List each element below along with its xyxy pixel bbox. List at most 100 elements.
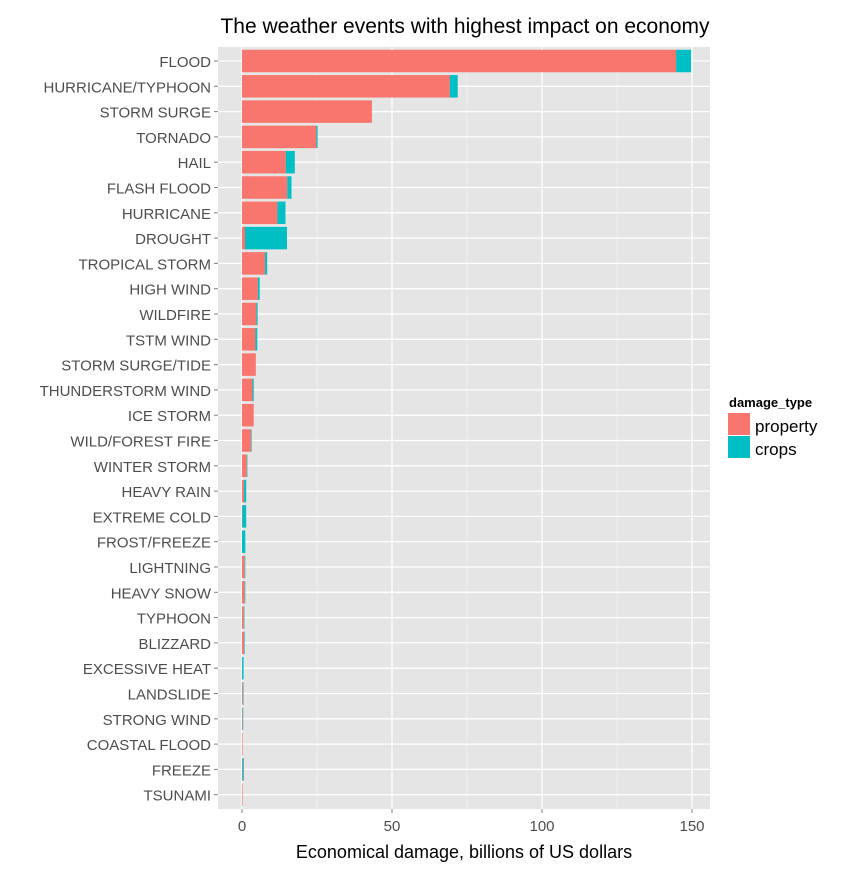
legend-key-property [728,413,750,435]
y-tick-label: TORNADO [136,130,211,147]
bar-property [242,454,247,478]
y-tick-label: LANDSLIDE [128,687,211,704]
y-tick-label: BLIZZARD [138,636,211,653]
bar-property [242,100,372,123]
bar-property [242,252,266,275]
y-axis: FLOOD HURRICANE/TYPHOON STORM SURGE TORNADO… [40,54,218,805]
bar-group [242,581,246,604]
bar-group [242,277,260,300]
bar-crops [257,277,260,300]
y-tick-label: TSTM WIND [126,332,211,349]
y-tick-label: HIGH WIND [129,282,211,299]
y-tick-label: THUNDERSTORM WIND [40,383,212,400]
bar-group [242,378,254,402]
bar-group [242,758,244,781]
bar-crops [242,758,244,781]
bar-group [242,353,256,376]
y-tick-label: WILD/FOREST FIRE [70,434,211,451]
bar-crops [246,454,248,478]
bar-property [242,606,244,629]
bar-property [242,429,251,452]
bar-property [242,581,245,604]
bar-group [242,252,268,275]
bar-property [242,479,245,503]
y-tick-label: EXTREME COLD [93,509,212,526]
y-tick-label: FROST/FREEZE [97,535,211,552]
bar-property [242,758,243,781]
bar-group [242,631,245,655]
bar-crops [244,479,247,503]
bar-property [242,378,253,402]
bar-crops [285,150,295,174]
bar-property [242,150,286,174]
bar-group [242,328,258,351]
bar-group [242,75,458,98]
y-tick-label: DROUGHT [135,231,211,248]
bar-property [242,403,254,427]
bar-group [242,682,244,705]
legend: damage_type property crops [728,395,818,459]
y-tick-label: HAIL [178,155,211,172]
bar-group [242,176,292,199]
y-tick-label: STORM SURGE [100,105,211,122]
bar-group [242,707,244,731]
bar-group [242,429,252,452]
y-tick-label: HEAVY RAIN [122,484,211,501]
y-tick-label: TROPICAL STORM [78,256,211,273]
bar-property [242,49,677,73]
bar-property [242,682,243,705]
bar-property [242,707,243,731]
bar-crops [242,505,247,528]
bar-crops [242,530,246,553]
y-tick-label: WILDFIRE [139,307,211,324]
bar-group [242,302,258,326]
legend-label-crops: crops [755,440,797,459]
bar-property [242,732,243,756]
bar-property [242,555,245,579]
bar-property [242,75,450,98]
bar-crops [242,656,244,680]
bar-crops [243,606,245,629]
bar-crops [244,581,246,604]
chart-title: The weather events with highest impact o… [220,15,710,38]
y-tick-label: FLOOD [159,54,211,71]
legend-title: damage_type [729,395,812,410]
bar-crops [251,429,252,452]
y-tick-label: HEAVY SNOW [111,585,212,602]
y-tick-label: FLASH FLOOD [107,181,211,198]
bar-crops [265,252,268,275]
x-axis-label: Economical damage, billions of US dollar… [296,842,632,862]
bar-crops [277,201,286,225]
y-tick-label: ICE STORM [128,408,211,425]
bar-property [242,277,258,300]
y-tick-label: WINTER STORM [94,459,211,476]
bar-crops [449,75,458,98]
bar-group [242,505,247,528]
bar-property [242,353,256,376]
bar-crops [244,555,246,579]
x-tick-label: 0 [238,818,246,835]
bar-group [242,100,372,123]
plot-panel [218,47,710,809]
bar-group [242,732,243,756]
y-tick-label: STORM SURGE/TIDE [61,358,211,375]
bar-crops [242,682,244,705]
bar-property [242,783,243,806]
bar-crops [256,302,258,326]
y-tick-label: HURRICANE [122,206,211,223]
bar-group [242,49,692,73]
bar-group [242,201,286,225]
bar-group [242,606,245,629]
legend-key-crops [728,436,750,458]
y-tick-label: LIGHTNING [129,560,211,577]
y-tick-label: TSUNAMI [144,788,212,805]
bar-property [242,226,245,250]
bar-crops [244,631,245,655]
bar-group [242,783,243,806]
y-tick-label: STRONG WIND [103,712,211,729]
bar-property [242,328,256,351]
x-axis: 0 50 100 150 [238,809,705,835]
bar-group [242,403,254,427]
y-tick-label: FREEZE [152,762,211,779]
